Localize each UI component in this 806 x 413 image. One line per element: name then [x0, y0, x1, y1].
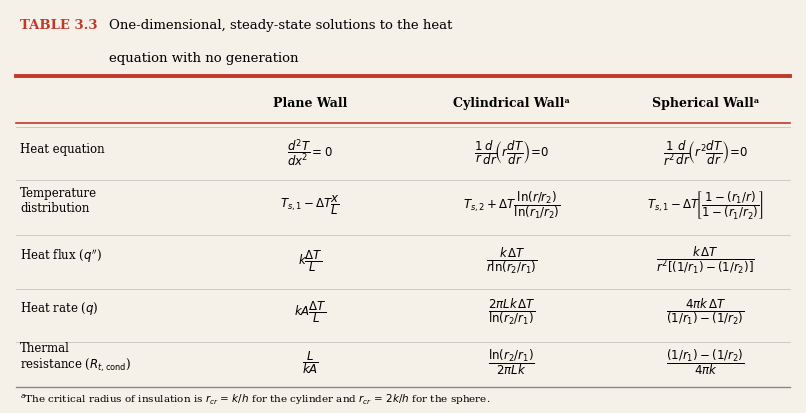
Text: One-dimensional, steady-state solutions to the heat: One-dimensional, steady-state solutions … — [109, 19, 452, 31]
Text: $kA\dfrac{\Delta T}{L}$: $kA\dfrac{\Delta T}{L}$ — [294, 299, 326, 325]
Text: $\dfrac{k\,\Delta T}{r^{2}[(1/r_{1})-(1/r_{2})]}$: $\dfrac{k\,\Delta T}{r^{2}[(1/r_{1})-(1/… — [656, 245, 754, 275]
Text: Cylindrical Wallᵃ: Cylindrical Wallᵃ — [453, 97, 571, 110]
Text: $\dfrac{L}{kA}$: $\dfrac{L}{kA}$ — [302, 348, 318, 375]
Text: $T_{s,2}+\Delta T\dfrac{\ln(r/r_{2})}{\ln(r_{1}/r_{2})}$: $T_{s,2}+\Delta T\dfrac{\ln(r/r_{2})}{\l… — [463, 188, 561, 221]
Text: $T_{s,1}-\Delta T\dfrac{x}{L}$: $T_{s,1}-\Delta T\dfrac{x}{L}$ — [280, 192, 340, 216]
Text: Heat flux ($q''$): Heat flux ($q''$) — [20, 247, 102, 265]
Text: $\dfrac{4\pi k\,\Delta T}{(1/r_{1})-(1/r_{2})}$: $\dfrac{4\pi k\,\Delta T}{(1/r_{1})-(1/r… — [666, 297, 745, 327]
Text: Plane Wall: Plane Wall — [273, 97, 347, 110]
Text: Spherical Wallᵃ: Spherical Wallᵃ — [651, 97, 759, 110]
Text: $\dfrac{2\pi Lk\,\Delta T}{\ln(r_{2}/r_{1})}$: $\dfrac{2\pi Lk\,\Delta T}{\ln(r_{2}/r_{… — [488, 297, 536, 327]
Text: $\dfrac{k\,\Delta T}{r\ln(r_{2}/r_{1})}$: $\dfrac{k\,\Delta T}{r\ln(r_{2}/r_{1})}$ — [486, 245, 538, 275]
Text: $\dfrac{d^{2}T}{dx^{2}}=0$: $\dfrac{d^{2}T}{dx^{2}}=0$ — [288, 137, 333, 169]
Text: Thermal
resistance ($R_{t,\mathrm{cond}}$): Thermal resistance ($R_{t,\mathrm{cond}}… — [20, 341, 131, 373]
Text: $k\dfrac{\Delta T}{L}$: $k\dfrac{\Delta T}{L}$ — [298, 247, 322, 273]
Text: Temperature
distribution: Temperature distribution — [20, 186, 98, 214]
Text: Heat equation: Heat equation — [20, 142, 105, 155]
Text: equation with no generation: equation with no generation — [109, 52, 298, 64]
Text: Heat rate ($q$): Heat rate ($q$) — [20, 299, 98, 316]
Text: $^{a}$The critical radius of insulation is $r_{cr}$ = $k/h$ for the cylinder and: $^{a}$The critical radius of insulation … — [20, 392, 491, 406]
Text: $\dfrac{1}{r^{2}}\dfrac{d}{dr}\!\left(r^{2}\dfrac{dT}{dr}\right)\!=\!0$: $\dfrac{1}{r^{2}}\dfrac{d}{dr}\!\left(r^… — [663, 138, 748, 167]
Text: $\dfrac{\ln(r_{2}/r_{1})}{2\pi Lk}$: $\dfrac{\ln(r_{2}/r_{1})}{2\pi Lk}$ — [488, 347, 535, 376]
Text: $\dfrac{1}{r}\dfrac{d}{dr}\!\left(r\dfrac{dT}{dr}\right)\!=\!0$: $\dfrac{1}{r}\dfrac{d}{dr}\!\left(r\dfra… — [474, 139, 550, 166]
Text: $T_{s,1}-\Delta T\!\left[\dfrac{1-(r_{1}/r)}{1-(r_{1}/r_{2})}\right]$: $T_{s,1}-\Delta T\!\left[\dfrac{1-(r_{1}… — [646, 188, 764, 221]
Text: $\dfrac{(1/r_{1})-(1/r_{2})}{4\pi k}$: $\dfrac{(1/r_{1})-(1/r_{2})}{4\pi k}$ — [666, 347, 745, 376]
Text: TABLE 3.3: TABLE 3.3 — [20, 19, 98, 31]
